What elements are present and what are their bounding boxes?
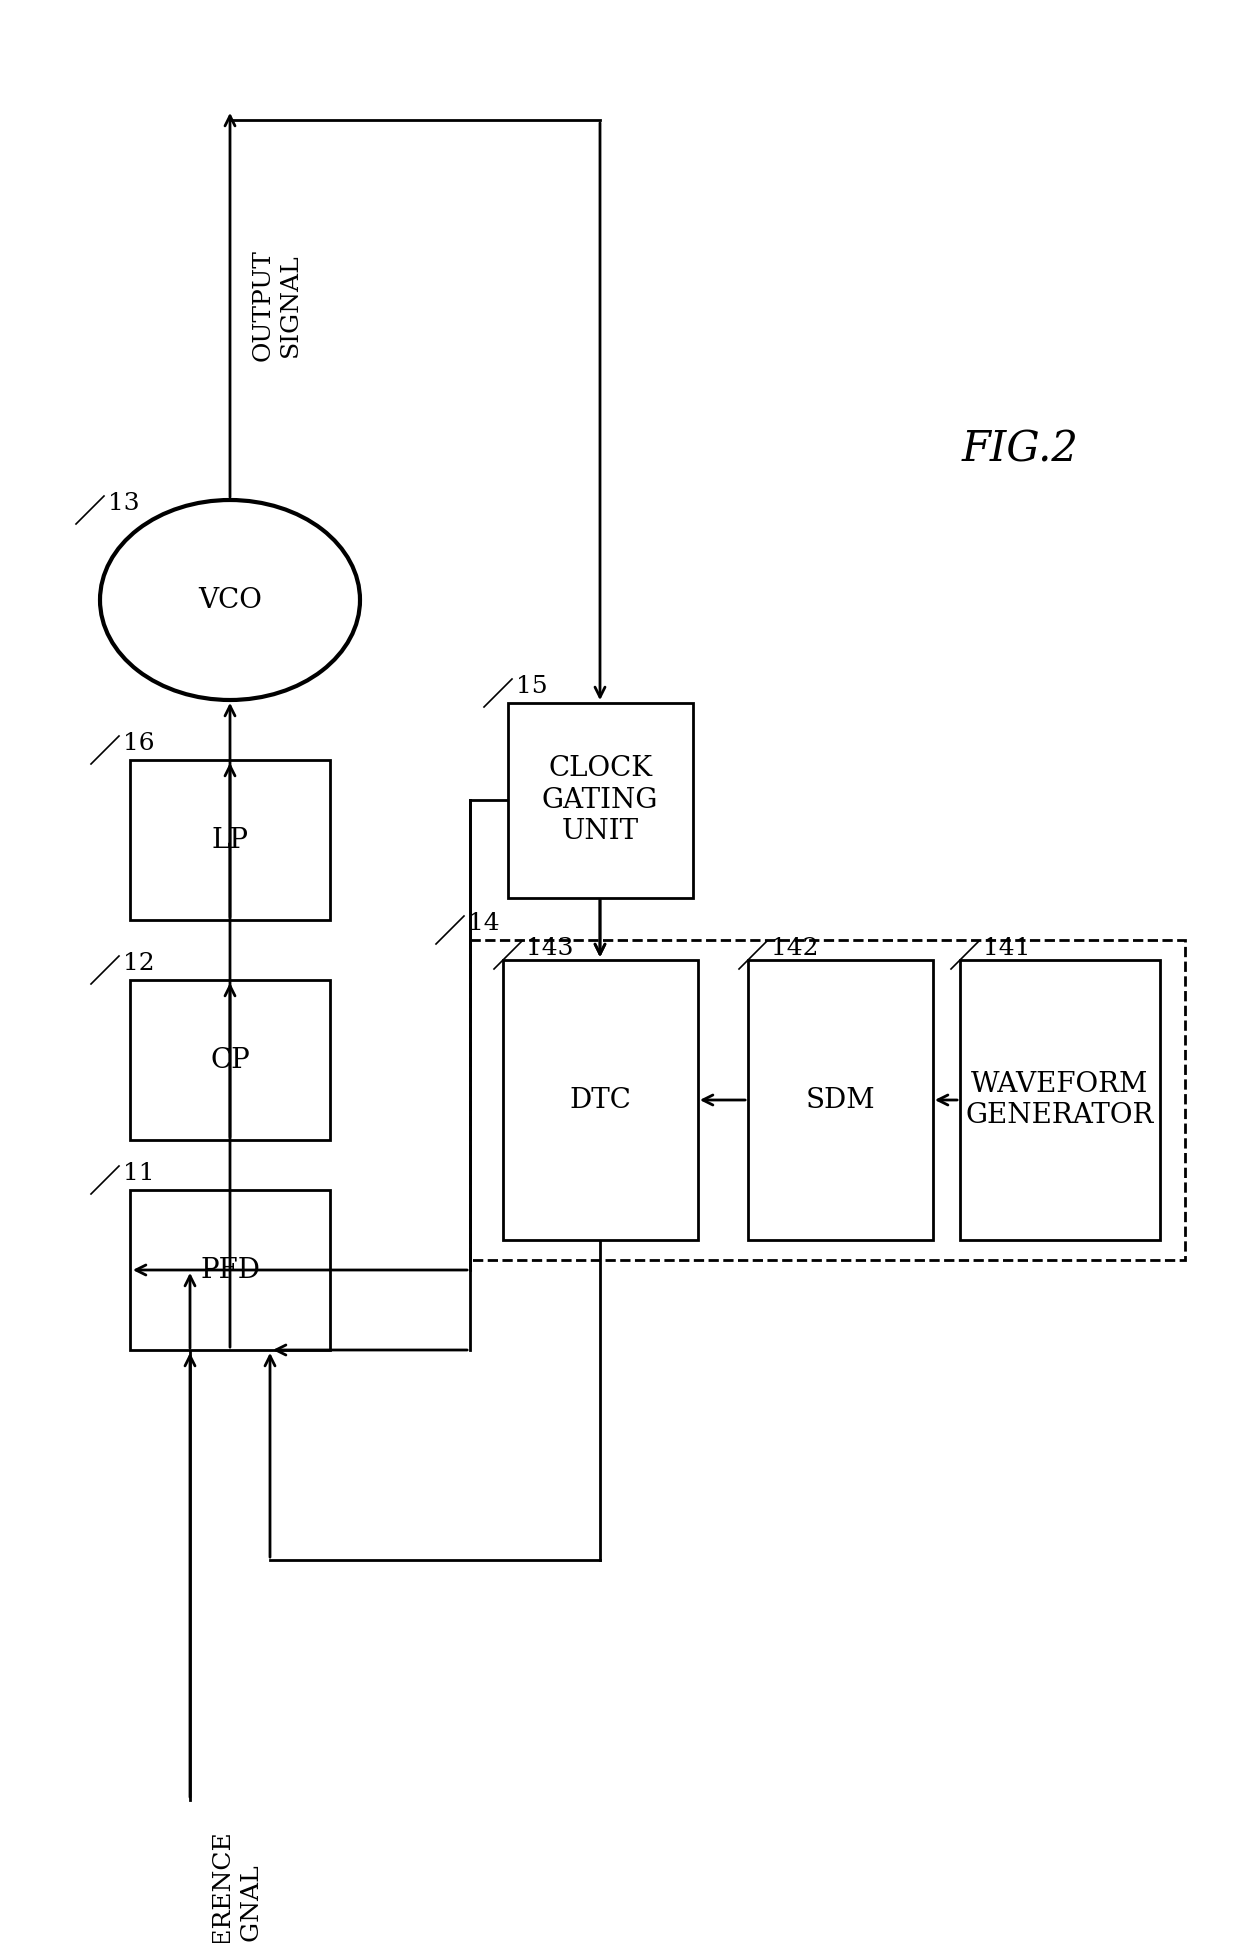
Text: 15: 15 (516, 674, 548, 698)
Text: DTC: DTC (569, 1086, 631, 1113)
Text: REFERENCE
SIGNAL: REFERENCE SIGNAL (212, 1830, 262, 1943)
Bar (130, 1189, 330, 1350)
Text: SDM: SDM (805, 1086, 874, 1113)
Text: FIG.2: FIG.2 (961, 429, 1079, 470)
Ellipse shape (100, 499, 360, 699)
Text: LP: LP (212, 826, 248, 853)
Bar (130, 979, 330, 1141)
Text: 16: 16 (123, 733, 155, 756)
Text: PFD: PFD (200, 1257, 260, 1284)
Text: VCO: VCO (198, 587, 262, 614)
Text: WAVEFORM
GENERATOR: WAVEFORM GENERATOR (966, 1071, 1154, 1129)
Bar (502, 960, 697, 1240)
Bar (470, 940, 1185, 1259)
Text: CLOCK
GATING
UNIT: CLOCK GATING UNIT (542, 756, 658, 845)
Bar (507, 703, 692, 898)
Text: 141: 141 (983, 937, 1030, 960)
Bar (748, 960, 932, 1240)
Text: OUTPUT
SIGNAL: OUTPUT SIGNAL (252, 249, 301, 361)
Bar (960, 960, 1159, 1240)
Text: 13: 13 (108, 492, 140, 515)
Text: 142: 142 (771, 937, 818, 960)
Text: 14: 14 (467, 911, 500, 935)
Text: 11: 11 (123, 1162, 155, 1185)
Text: CP: CP (210, 1047, 250, 1073)
Text: 12: 12 (123, 952, 155, 975)
Text: 143: 143 (526, 937, 573, 960)
Bar (130, 760, 330, 919)
